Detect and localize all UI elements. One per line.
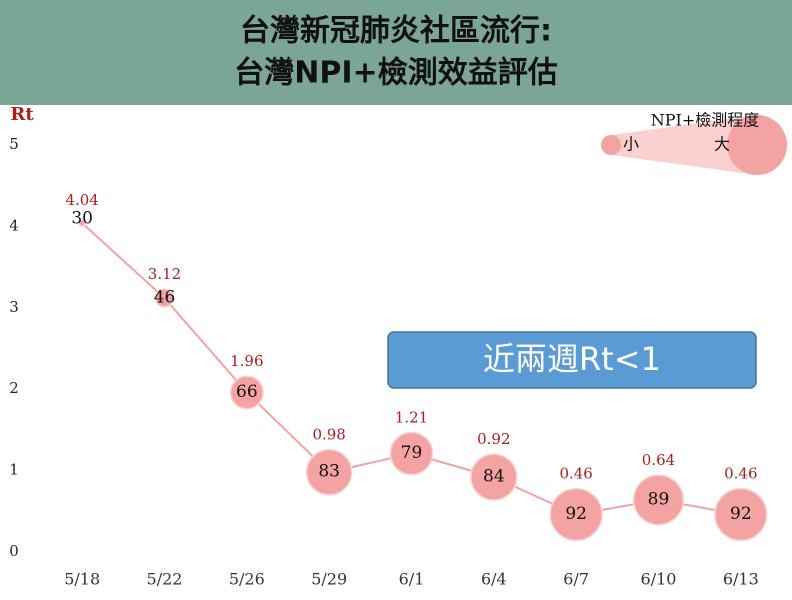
legend-small-circle <box>601 135 621 155</box>
title-bar <box>0 0 792 105</box>
y-tick-label: 2 <box>9 379 19 397</box>
x-tick-label: 6/13 <box>723 570 759 589</box>
annotation-box <box>387 331 757 389</box>
x-tick-label: 5/26 <box>229 570 265 589</box>
size-label: 83 <box>318 462 340 482</box>
annotation: 近兩週Rt<1 <box>483 340 661 378</box>
x-tick-label: 6/1 <box>399 570 425 589</box>
bubble <box>632 474 685 526</box>
size-label: 92 <box>565 504 587 524</box>
bubble <box>549 487 603 542</box>
value-label: 4.04 <box>65 191 98 209</box>
x-tick-label: 6/10 <box>641 570 677 589</box>
bubble <box>154 288 175 308</box>
value-label: 1.21 <box>395 408 428 426</box>
value-label: 0.92 <box>477 430 510 448</box>
bubble <box>389 431 434 476</box>
value-label: 0.64 <box>642 451 675 469</box>
title-line: 台灣新冠肺炎社區流行: <box>240 14 552 49</box>
value-label: 3.12 <box>148 265 181 283</box>
legend-large: 大 <box>714 135 730 154</box>
x-tick-label: 6/4 <box>481 570 507 589</box>
x-tick-label: 6/7 <box>563 570 589 589</box>
title-line: 台灣NPI+檢測效益評估 <box>234 56 557 91</box>
legend-title: NPI+檢測程度 <box>651 111 760 130</box>
bubble <box>229 375 264 410</box>
bubble <box>78 219 86 227</box>
x-tick-label: 5/22 <box>147 570 183 589</box>
bubble <box>305 448 353 496</box>
y-axis-label: Rt <box>10 104 34 125</box>
value-label: 0.46 <box>724 465 757 483</box>
legend-cone <box>611 115 757 175</box>
size-label: 46 <box>154 288 176 308</box>
bubble <box>470 453 518 501</box>
y-tick-label: 0 <box>9 542 19 560</box>
size-label: 92 <box>730 504 752 524</box>
size-label: 66 <box>236 382 258 402</box>
x-tick-label: 5/29 <box>311 570 347 589</box>
size-label: 89 <box>648 489 670 509</box>
legend-large-circle <box>727 115 787 175</box>
size-label: 30 <box>71 209 93 229</box>
y-tick-label: 3 <box>9 298 19 316</box>
value-label: 0.98 <box>312 426 345 444</box>
size-label: 84 <box>483 467 505 487</box>
value-label: 0.46 <box>559 465 592 483</box>
legend-small: 小 <box>623 135 639 154</box>
bubble <box>714 487 768 542</box>
y-tick-label: 1 <box>9 461 19 479</box>
x-tick-label: 5/18 <box>64 570 100 589</box>
y-tick-label: 4 <box>9 216 19 234</box>
value-label: 1.96 <box>230 352 263 370</box>
y-tick-label: 5 <box>9 135 19 153</box>
size-label: 79 <box>401 443 423 463</box>
